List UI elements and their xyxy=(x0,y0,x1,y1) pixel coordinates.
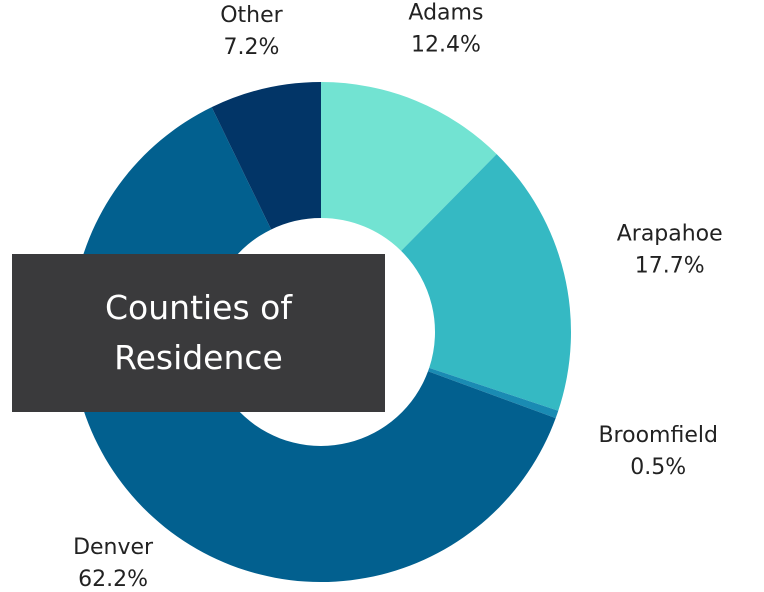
slice-name: Denver xyxy=(73,535,154,560)
donut-slice xyxy=(428,367,559,419)
slice-name: Other xyxy=(220,3,283,28)
slice-value: 0.5% xyxy=(630,455,686,480)
title-box: Counties of Residence xyxy=(12,254,385,412)
chart-title: Counties of Residence xyxy=(105,288,292,377)
slice-name: Broomfield xyxy=(598,423,717,448)
donut-slice xyxy=(401,154,572,411)
slice-name: Arapahoe xyxy=(617,221,723,246)
slice-value: 17.7% xyxy=(635,253,705,278)
slice-value: 7.2% xyxy=(224,35,280,60)
donut-slice xyxy=(71,107,556,582)
donut-slice xyxy=(321,82,497,251)
slice-name: Adams xyxy=(408,1,483,26)
donut-slice xyxy=(211,82,321,230)
slice-value: 12.4% xyxy=(411,33,481,58)
slice-value: 62.2% xyxy=(78,567,148,592)
